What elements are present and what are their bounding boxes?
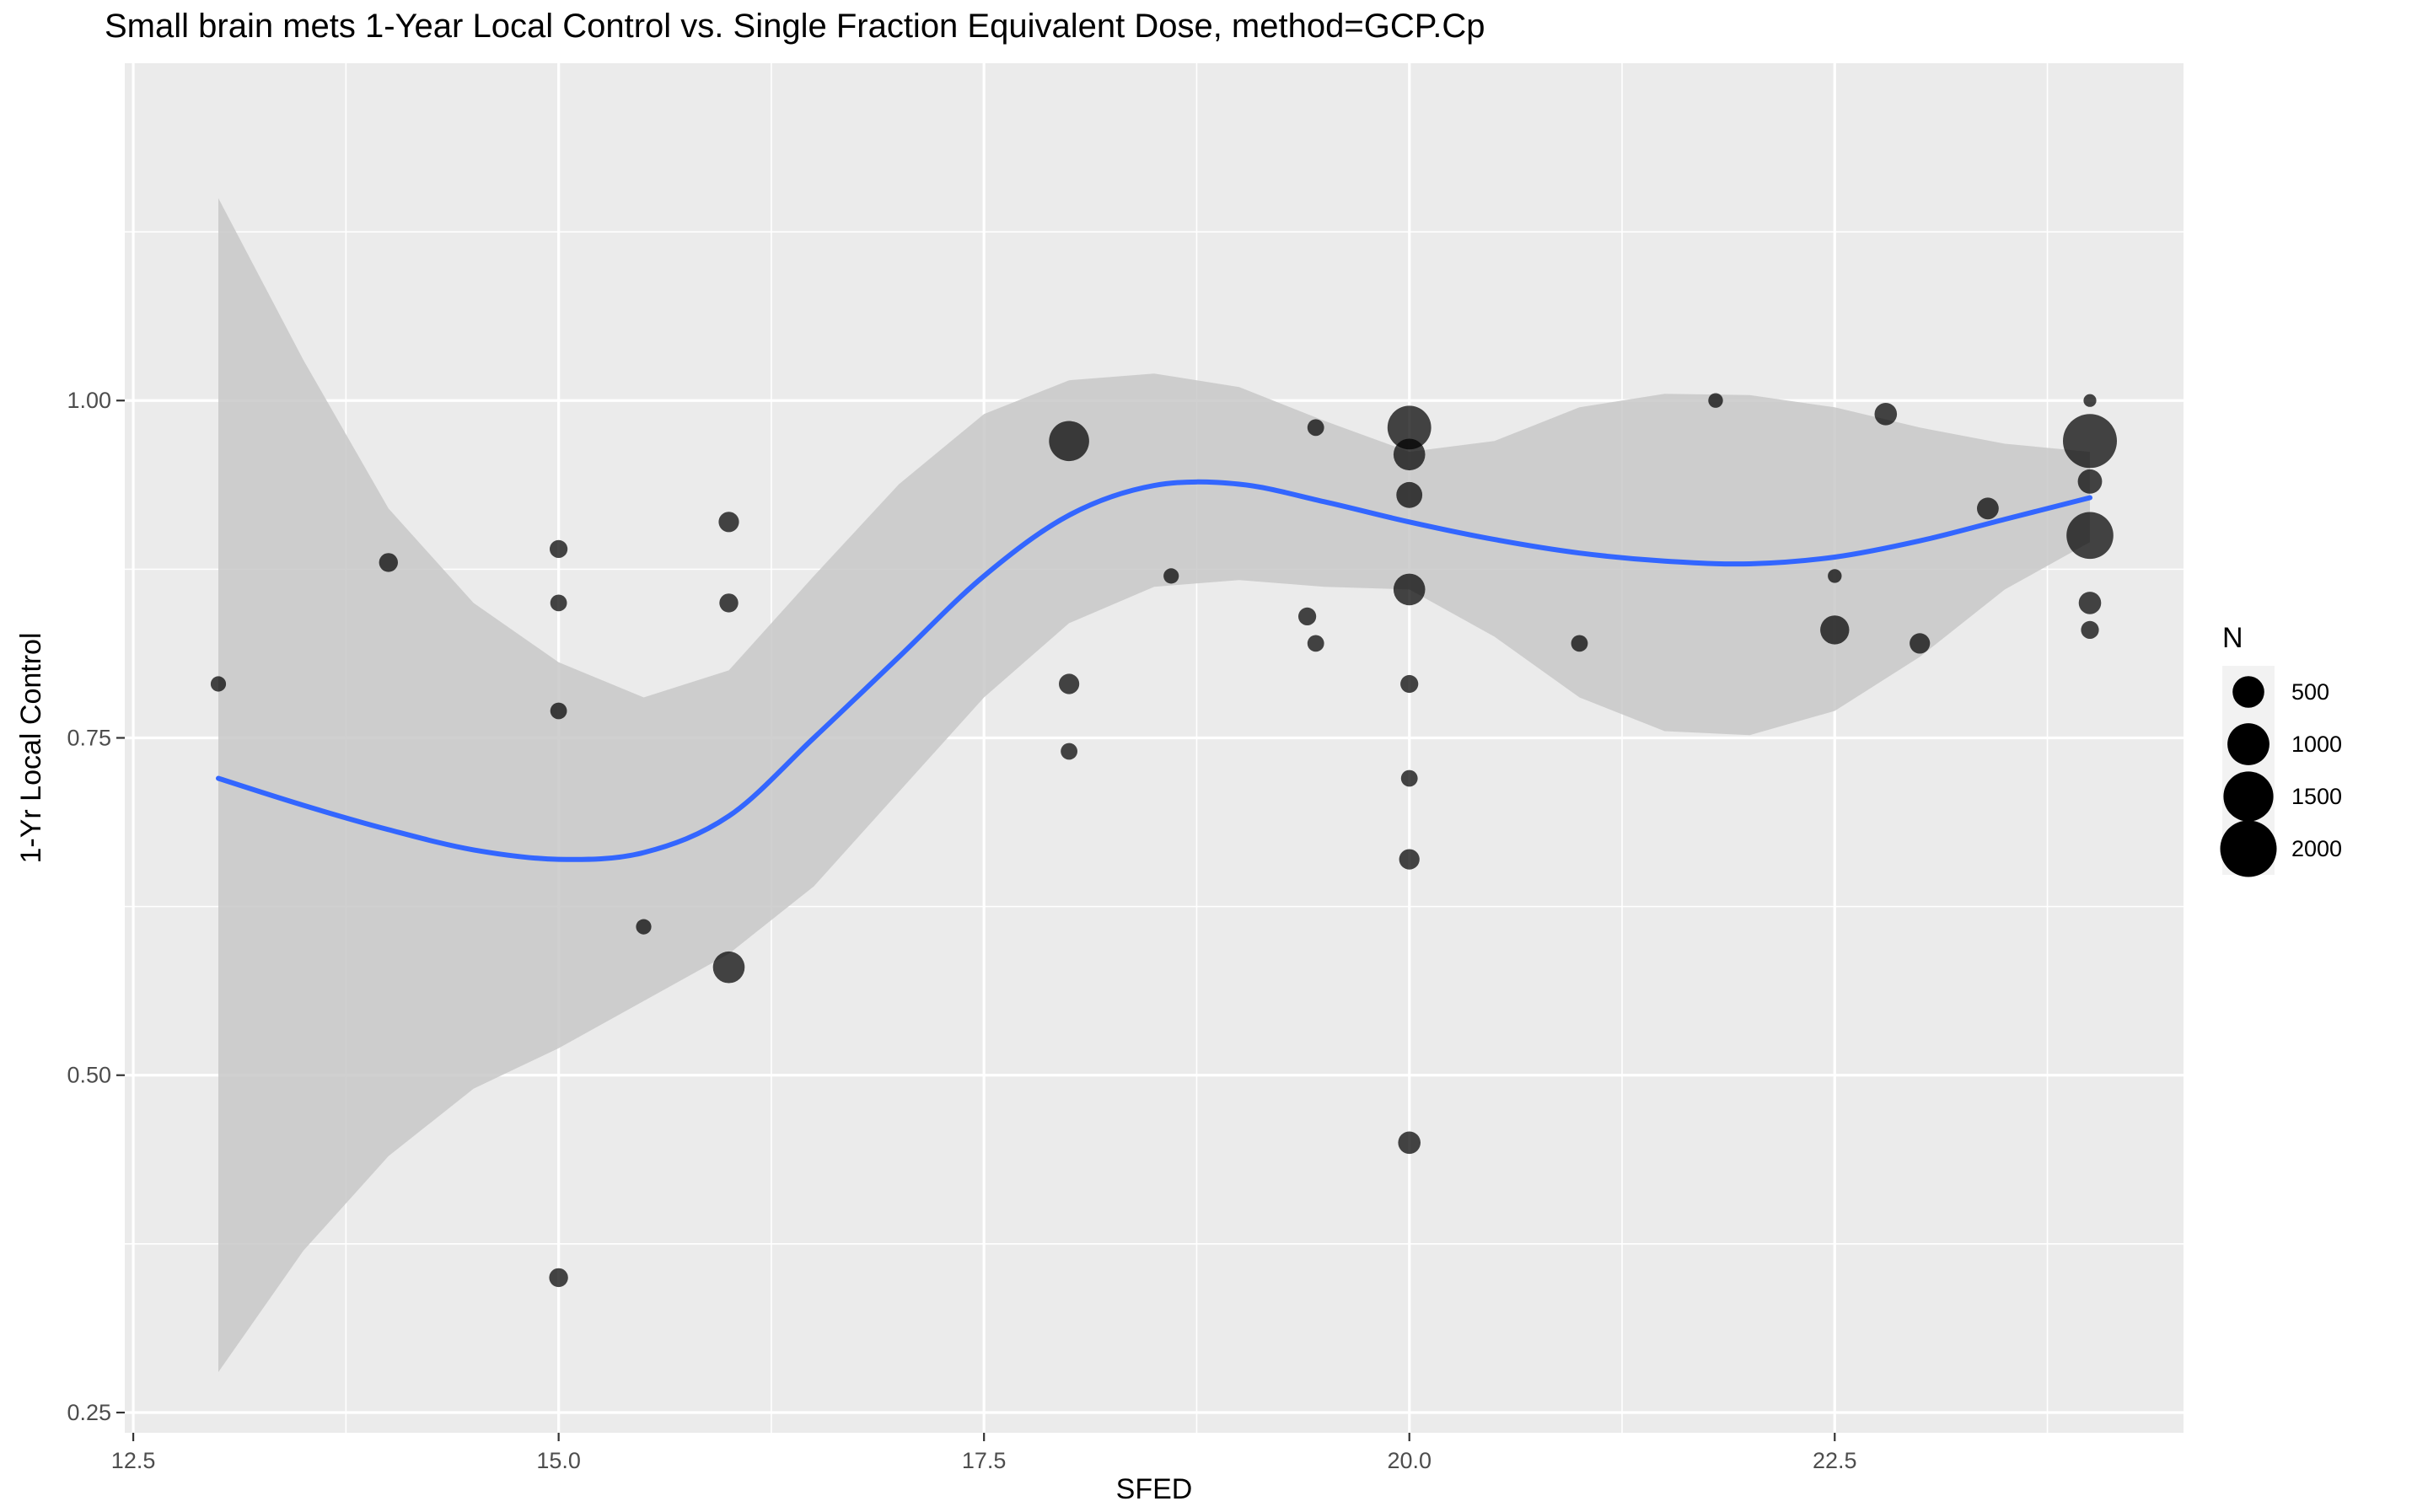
x-tick-label: 22.5	[1813, 1448, 1857, 1473]
legend-title: N	[2222, 622, 2243, 654]
data-point	[1393, 573, 1426, 606]
x-axis-ticks: 12.5 15.0 17.5 20.0 22.5	[111, 1433, 1857, 1473]
legend-key-circle	[2223, 771, 2274, 822]
x-tick-label: 17.5	[962, 1448, 1007, 1473]
confidence-ribbon	[218, 198, 2090, 1373]
legend-key-circle	[2220, 820, 2277, 877]
data-point	[2078, 592, 2102, 614]
data-point	[550, 594, 567, 612]
data-point	[1399, 849, 1420, 870]
legend: N 500 1000 1500 2000	[2220, 622, 2342, 877]
data-point	[1163, 568, 1179, 584]
data-point	[2063, 414, 2117, 469]
chart-title: Small brain mets 1-Year Local Control vs…	[105, 8, 1485, 45]
legend-entries: 500 1000 1500 2000	[2220, 676, 2342, 877]
data-point	[1400, 674, 1419, 694]
data-point	[550, 539, 568, 559]
data-point	[1708, 393, 1723, 408]
smooth-line	[216, 479, 2092, 862]
data-point	[636, 919, 652, 935]
legend-entry-label: 2000	[2291, 836, 2342, 861]
data-point	[1910, 633, 1931, 654]
legend-entry-label: 1000	[2291, 732, 2342, 757]
data-point	[1059, 673, 1080, 694]
data-point	[550, 702, 567, 720]
data-point	[1398, 1131, 1421, 1155]
data-point	[1298, 607, 1317, 626]
data-point	[1049, 421, 1089, 462]
data-point	[2083, 394, 2097, 407]
legend-entry-label: 1500	[2291, 784, 2342, 809]
data-point	[210, 676, 227, 692]
data-point	[1828, 569, 1842, 583]
x-tick-label: 12.5	[111, 1448, 156, 1473]
data-point	[1820, 615, 1850, 645]
legend-entry-label: 500	[2291, 679, 2329, 705]
x-axis-title: SFED	[1116, 1473, 1193, 1505]
data-point	[712, 951, 745, 984]
data-point	[719, 593, 739, 613]
data-point	[1874, 403, 1898, 426]
data-point	[1387, 405, 1432, 450]
data-point	[2066, 512, 2114, 560]
data-point	[1307, 635, 1324, 652]
data-point	[1307, 419, 1324, 437]
legend-key-circle	[2227, 723, 2270, 765]
y-tick-label: 0.25	[67, 1400, 111, 1425]
data-point	[1061, 743, 1077, 760]
data-point	[2077, 469, 2103, 494]
y-axis-ticks: 0.25 0.50 0.75 1.00	[67, 388, 125, 1425]
x-tick-label: 15.0	[536, 1448, 581, 1473]
data-point	[1400, 769, 1418, 787]
data-points	[210, 393, 2117, 1288]
data-point	[1396, 481, 1423, 508]
y-axis-title: 1-Yr Local Control	[15, 632, 47, 863]
data-point	[1571, 635, 1588, 652]
data-point	[1977, 497, 1999, 520]
x-tick-label: 20.0	[1387, 1448, 1432, 1473]
y-tick-label: 1.00	[67, 388, 111, 413]
data-point	[549, 1268, 568, 1288]
data-point	[2081, 620, 2099, 640]
data-point	[379, 553, 398, 572]
data-point	[718, 512, 739, 533]
y-tick-label: 0.75	[67, 725, 111, 750]
y-tick-label: 0.50	[67, 1063, 111, 1088]
data-point	[1393, 438, 1426, 471]
legend-key-circle	[2232, 676, 2264, 708]
